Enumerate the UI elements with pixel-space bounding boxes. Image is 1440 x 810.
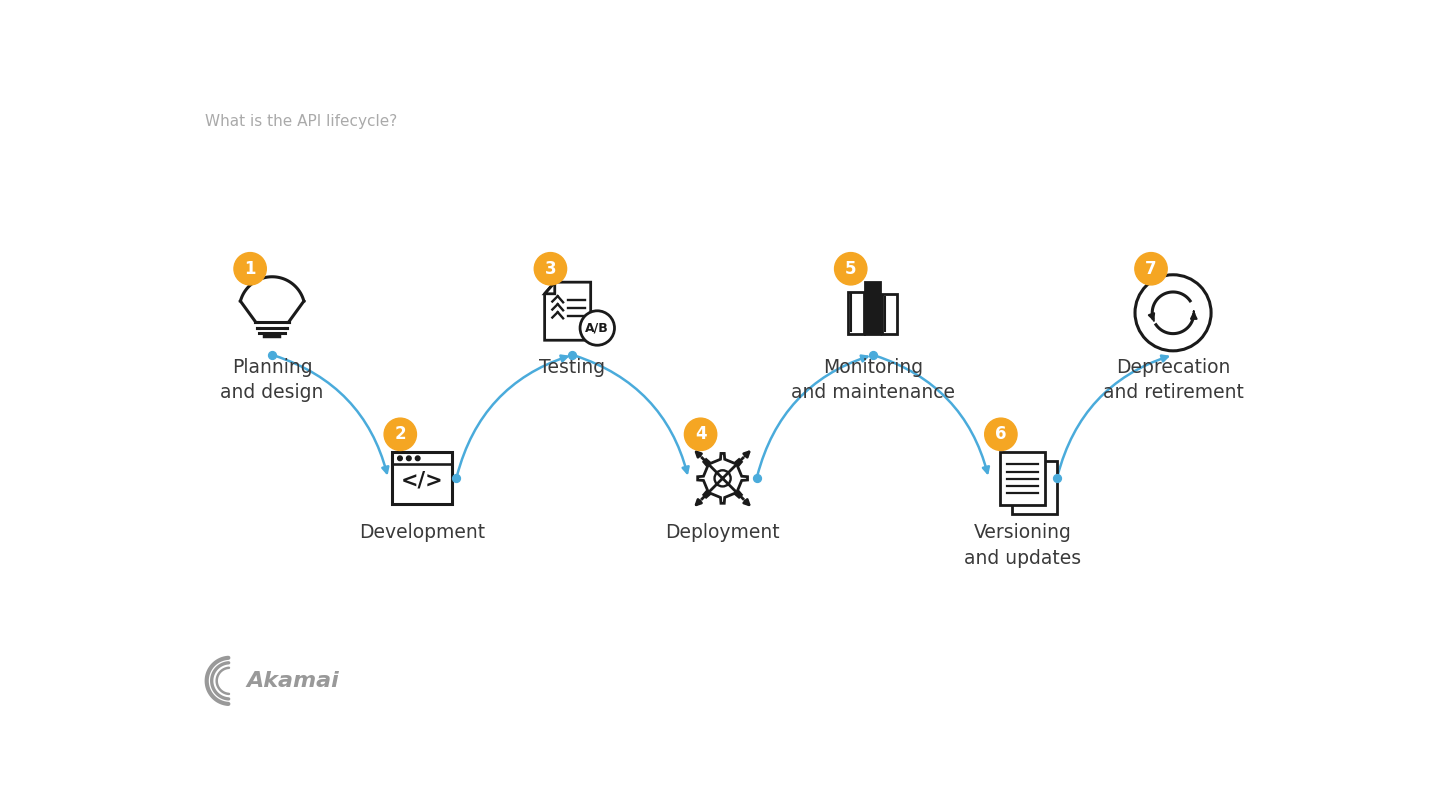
Circle shape bbox=[684, 418, 717, 450]
Text: Deprecation
and retirement: Deprecation and retirement bbox=[1103, 358, 1244, 403]
Text: 1: 1 bbox=[245, 260, 256, 278]
Text: Planning
and design: Planning and design bbox=[220, 358, 324, 403]
Point bbox=[445, 472, 468, 485]
Circle shape bbox=[1135, 253, 1168, 285]
FancyBboxPatch shape bbox=[865, 283, 880, 334]
Point bbox=[744, 472, 768, 485]
Circle shape bbox=[534, 253, 566, 285]
Text: Deployment: Deployment bbox=[665, 523, 780, 542]
Circle shape bbox=[835, 253, 867, 285]
Text: 2: 2 bbox=[395, 425, 406, 443]
Circle shape bbox=[580, 311, 615, 345]
Text: 6: 6 bbox=[995, 425, 1007, 443]
Text: 4: 4 bbox=[694, 425, 707, 443]
Text: </>: </> bbox=[400, 471, 444, 491]
Circle shape bbox=[397, 456, 402, 461]
Text: Testing: Testing bbox=[540, 358, 605, 377]
Text: 7: 7 bbox=[1145, 260, 1156, 278]
Point bbox=[861, 348, 884, 361]
Text: Akamai: Akamai bbox=[246, 671, 340, 691]
Circle shape bbox=[985, 418, 1017, 450]
Point bbox=[562, 348, 585, 361]
Text: Development: Development bbox=[359, 523, 485, 542]
Text: What is the API lifecycle?: What is the API lifecycle? bbox=[204, 114, 397, 129]
Text: 3: 3 bbox=[544, 260, 556, 278]
Text: Versioning
and updates: Versioning and updates bbox=[965, 523, 1081, 568]
Point bbox=[1045, 472, 1068, 485]
Circle shape bbox=[384, 418, 416, 450]
Text: A/B: A/B bbox=[586, 322, 609, 335]
FancyBboxPatch shape bbox=[1012, 461, 1057, 514]
Text: Monitoring
and maintenance: Monitoring and maintenance bbox=[791, 358, 955, 403]
FancyBboxPatch shape bbox=[1001, 452, 1045, 505]
Circle shape bbox=[233, 253, 266, 285]
Circle shape bbox=[415, 456, 420, 461]
Point bbox=[261, 348, 284, 361]
Circle shape bbox=[406, 456, 412, 461]
Text: 5: 5 bbox=[845, 260, 857, 278]
